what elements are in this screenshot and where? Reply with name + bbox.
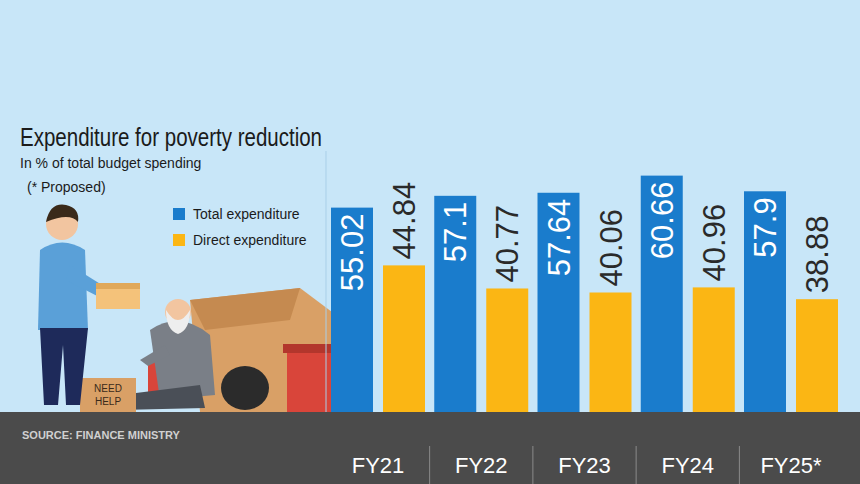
bar bbox=[486, 288, 528, 412]
value-axis bbox=[326, 151, 327, 412]
legend: Total expenditure Direct expenditure bbox=[173, 206, 307, 248]
category-label: FY25* bbox=[760, 453, 822, 478]
legend-label: Total expenditure bbox=[193, 206, 300, 222]
data-label: 40.06 bbox=[594, 209, 629, 287]
bar bbox=[383, 265, 425, 412]
bar bbox=[590, 293, 632, 412]
illustration: NEED HELP bbox=[38, 205, 340, 412]
title: Expenditure for poverty reduction bbox=[20, 123, 322, 151]
gift-box bbox=[96, 283, 140, 309]
bar bbox=[641, 176, 683, 412]
bar bbox=[744, 191, 786, 412]
data-labels: 55.02 57.1 57.64 60.66 57.9 44.84 40.77 40.06 40… bbox=[335, 182, 835, 294]
data-label: 40.77 bbox=[490, 205, 525, 283]
chart-root: NEED HELP Expenditure for poverty reductio… bbox=[0, 0, 860, 484]
category-separator bbox=[636, 446, 637, 484]
sign-text: NEED bbox=[94, 383, 122, 394]
trash-bin-lid bbox=[283, 344, 337, 353]
sign-text: HELP bbox=[95, 396, 121, 407]
bar bbox=[693, 287, 735, 412]
sign bbox=[80, 378, 136, 412]
bottom-band bbox=[0, 412, 860, 484]
category-label: FY22 bbox=[455, 453, 508, 478]
data-label: 40.96 bbox=[697, 204, 732, 282]
category-label: FY23 bbox=[558, 453, 611, 478]
legend-label: Direct expenditure bbox=[193, 232, 307, 248]
category-separator bbox=[739, 446, 740, 484]
data-label: 60.66 bbox=[645, 182, 680, 260]
gift-box-lid bbox=[96, 283, 140, 289]
legend-swatch bbox=[173, 208, 185, 220]
data-label: 38.88 bbox=[800, 216, 835, 294]
chart: NEED HELP Expenditure for poverty reductio… bbox=[0, 0, 860, 484]
bar bbox=[796, 299, 838, 412]
background bbox=[0, 0, 860, 484]
seated-man-beard bbox=[166, 310, 190, 334]
category-separator bbox=[429, 446, 430, 484]
trash-bag bbox=[221, 366, 269, 410]
subtitle: In % of total budget spending bbox=[20, 155, 201, 171]
data-label: 44.84 bbox=[387, 182, 422, 260]
bar bbox=[538, 193, 580, 412]
legend-swatch bbox=[173, 234, 185, 246]
standing-man-pants bbox=[40, 328, 88, 405]
data-label: 57.9 bbox=[748, 197, 783, 257]
note: (* Proposed) bbox=[27, 179, 106, 195]
data-label: 55.02 bbox=[335, 214, 370, 292]
standing-man-hair bbox=[46, 205, 78, 222]
source: SOURCE: FINANCE MINISTRY bbox=[22, 429, 181, 441]
cardboard-flap bbox=[190, 288, 300, 330]
category-label: FY21 bbox=[352, 453, 405, 478]
bars bbox=[331, 176, 838, 412]
category-label: FY24 bbox=[661, 453, 714, 478]
bar bbox=[434, 196, 476, 412]
data-label: 57.1 bbox=[438, 202, 473, 262]
bar bbox=[331, 208, 373, 412]
data-label: 57.64 bbox=[542, 199, 577, 277]
category-separator bbox=[532, 446, 533, 484]
seated-man-arm bbox=[140, 345, 170, 366]
